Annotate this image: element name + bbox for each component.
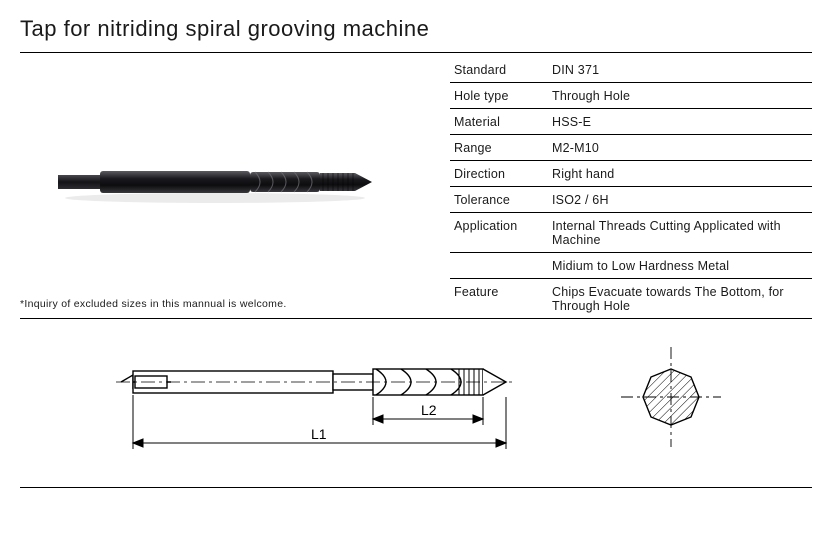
spec-key: Hole type [454, 89, 552, 103]
spec-key: Range [454, 141, 552, 155]
spec-value: Midium to Low Hardness Metal [552, 259, 808, 273]
product-image-column: *Inquiry of excluded sizes in this mannu… [20, 53, 450, 318]
spec-value: Internal Threads Cutting Applicated with… [552, 219, 808, 247]
spec-row: RangeM2-M10 [450, 135, 812, 161]
inquiry-note: *Inquiry of excluded sizes in this mannu… [20, 298, 287, 310]
spec-key: Standard [454, 63, 552, 77]
spec-value: M2-M10 [552, 141, 808, 155]
side-view-diagram: L2 L1 [111, 347, 531, 467]
spec-row: MaterialHSS-E [450, 109, 812, 135]
spec-row: DirectionRight hand [450, 161, 812, 187]
spec-value: Through Hole [552, 89, 808, 103]
product-photo [50, 158, 380, 208]
spec-table: StandardDIN 371Hole typeThrough HoleMate… [450, 53, 812, 318]
spec-row: StandardDIN 371 [450, 57, 812, 83]
spec-value: DIN 371 [552, 63, 808, 77]
spec-key: Tolerance [454, 193, 552, 207]
spec-value: HSS-E [552, 115, 808, 129]
page-title: Tap for nitriding spiral grooving machin… [20, 16, 812, 53]
spec-key: Material [454, 115, 552, 129]
l1-label: L1 [311, 426, 327, 442]
l2-label: L2 [421, 402, 437, 418]
spec-row: ApplicationInternal Threads Cutting Appl… [450, 213, 812, 253]
spec-row: ToleranceISO2 / 6H [450, 187, 812, 213]
spec-value: ISO2 / 6H [552, 193, 808, 207]
spec-row: Hole typeThrough Hole [450, 83, 812, 109]
spec-row: FeatureChips Evacuate towards The Bottom… [450, 279, 812, 318]
spec-key: Feature [454, 285, 552, 313]
spec-key: Application [454, 219, 552, 247]
technical-diagram-row: L2 L1 [20, 347, 812, 488]
spec-row: Midium to Low Hardness Metal [450, 253, 812, 279]
spec-value: Chips Evacuate towards The Bottom, for T… [552, 285, 808, 313]
cross-section-diagram [621, 347, 721, 447]
spec-key [454, 259, 552, 273]
spec-value: Right hand [552, 167, 808, 181]
content-row: *Inquiry of excluded sizes in this mannu… [20, 53, 812, 319]
spec-key: Direction [454, 167, 552, 181]
